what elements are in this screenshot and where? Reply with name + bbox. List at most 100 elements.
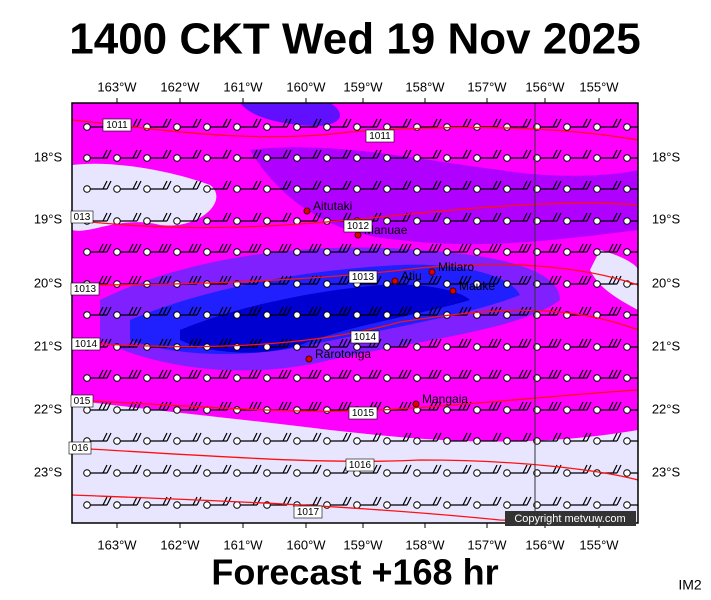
station: [203, 217, 211, 225]
barb: [270, 306, 292, 316]
place-label: Manuae: [364, 223, 408, 237]
place-label: Mitiaro: [438, 260, 474, 274]
place-label: Mauke: [459, 279, 495, 293]
barb: [510, 118, 532, 128]
barb: [420, 212, 442, 222]
isobar-label-bg: [348, 270, 378, 284]
wind-barbs: [83, 118, 638, 509]
station: [413, 437, 421, 445]
barb: [330, 369, 352, 379]
station: [113, 311, 121, 319]
barb: [630, 440, 638, 442]
station: [503, 217, 511, 225]
station: [233, 185, 241, 193]
station: [443, 248, 451, 256]
barb: [210, 275, 232, 285]
station: [413, 469, 421, 477]
station: [503, 437, 511, 445]
station: [173, 406, 181, 414]
station: [563, 343, 571, 351]
station: [263, 185, 271, 193]
barb: [330, 306, 352, 316]
barb: [600, 149, 622, 159]
place-label: Mangaia: [422, 392, 468, 406]
station: [173, 154, 181, 162]
barb: [270, 180, 292, 190]
lon-label: 159°W: [343, 537, 383, 552]
station: [233, 501, 241, 509]
station: [323, 248, 331, 256]
station: [563, 185, 571, 193]
station: [623, 185, 631, 193]
station: [413, 343, 421, 351]
barb: [570, 275, 592, 285]
station: [233, 437, 241, 445]
barb: [330, 149, 352, 159]
isobar-label: 1011: [106, 120, 128, 131]
barb: [600, 496, 622, 506]
barb: [90, 496, 112, 506]
station: [593, 374, 601, 382]
station: [323, 374, 331, 382]
barb: [540, 306, 562, 316]
barb: [480, 464, 502, 474]
place-marker: [428, 268, 436, 276]
place-label: Aitutaki: [313, 199, 352, 213]
station: [413, 311, 421, 319]
barb: [360, 496, 382, 506]
station: [473, 185, 481, 193]
caption: Forecast +168 hr: [211, 552, 498, 593]
station: [323, 469, 331, 477]
station: [293, 248, 301, 256]
station: [233, 248, 241, 256]
station: [383, 311, 391, 319]
barb: [210, 212, 232, 222]
lat-label: 20°S: [34, 275, 63, 290]
barb: [300, 464, 322, 474]
place-marker: [412, 400, 420, 408]
lon-label: 158°W: [405, 79, 445, 94]
lon-label: 159°W: [343, 79, 383, 94]
barb: [630, 220, 638, 222]
lon-label: 160°W: [286, 79, 326, 94]
isobars: [72, 119, 638, 523]
station: [143, 406, 151, 414]
barb: [180, 464, 202, 474]
station: [263, 437, 271, 445]
barb: [600, 118, 622, 128]
barb: [180, 243, 202, 253]
barb: [240, 401, 262, 411]
station: [383, 343, 391, 351]
station: [353, 501, 361, 509]
station: [233, 311, 241, 319]
barb: [600, 338, 622, 348]
station: [623, 374, 631, 382]
barb: [240, 243, 262, 253]
barb: [330, 432, 352, 442]
station: [353, 154, 361, 162]
station: [323, 343, 331, 351]
barb: [420, 243, 442, 253]
station: [113, 185, 121, 193]
station: [203, 469, 211, 477]
station: [503, 501, 511, 509]
station: [383, 501, 391, 509]
barb: [360, 464, 382, 474]
barb: [450, 496, 472, 506]
station: [443, 406, 451, 414]
station: [503, 374, 511, 382]
barb: [180, 306, 202, 316]
station: [413, 501, 421, 509]
isobar-label-bg: [70, 210, 94, 224]
barb: [480, 275, 502, 285]
station: [383, 469, 391, 477]
station: [443, 217, 451, 225]
barb: [330, 118, 352, 128]
barb: [180, 496, 202, 506]
station: [233, 374, 241, 382]
station: [203, 123, 211, 131]
station: [563, 374, 571, 382]
station: [443, 374, 451, 382]
station: [293, 280, 301, 288]
lon-label: 157°W: [467, 79, 507, 94]
